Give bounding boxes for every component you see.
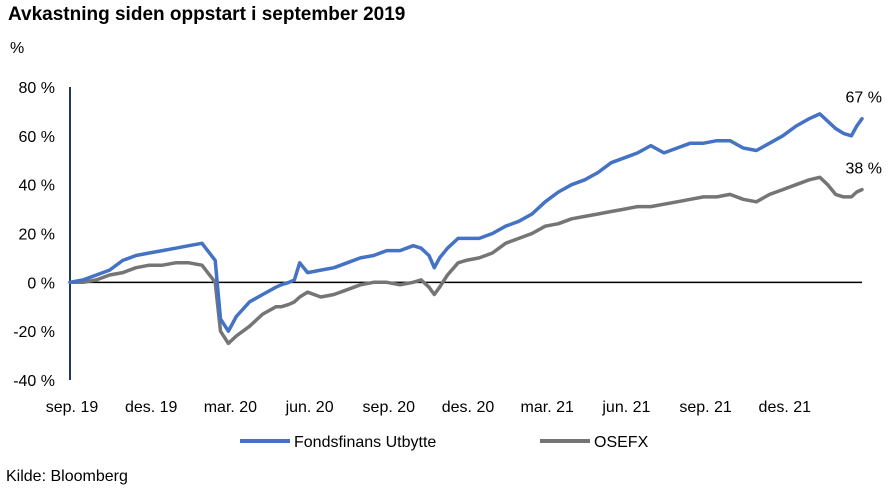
legend: Fondsfinans Utbytte OSEFX xyxy=(240,434,649,451)
end-value-label: 67 % xyxy=(846,90,882,107)
end-labels: 67 % 38 % xyxy=(846,90,882,178)
series-line xyxy=(68,175,864,346)
y-tick-label: 40 % xyxy=(19,178,55,195)
y-tick-label: 80 % xyxy=(19,80,55,97)
y-tick-label: 20 % xyxy=(19,227,55,244)
y-tick-label: 60 % xyxy=(19,129,55,146)
end-value-label: 38 % xyxy=(846,161,882,178)
x-tick-label: des. 19 xyxy=(125,399,178,416)
x-tick-label: des. 20 xyxy=(442,399,495,416)
x-tick-label: sep. 20 xyxy=(363,399,416,416)
x-tick-label: jun. 21 xyxy=(601,399,650,416)
x-axis: sep. 19 des. 19 mar. 20 jun. 20 sep. 20 des. … xyxy=(46,399,811,416)
chart-title: Avkastning siden oppstart i september 20… xyxy=(8,4,406,25)
x-tick-label: sep. 19 xyxy=(46,399,99,416)
x-tick-label: jun. 20 xyxy=(285,399,334,416)
series-line xyxy=(68,112,864,333)
source-note: Kilde: Bloomberg xyxy=(6,468,128,485)
legend-label: OSEFX xyxy=(594,434,649,451)
y-tick-label: 0 % xyxy=(27,275,55,292)
y-axis: 80 % 60 % 40 % 20 % 0 % -20 % -40 % xyxy=(13,80,862,390)
x-tick-label: des. 21 xyxy=(759,399,812,416)
y-tick-label: -40 % xyxy=(13,373,55,390)
x-tick-label: sep. 21 xyxy=(679,399,732,416)
x-tick-label: mar. 20 xyxy=(204,399,257,416)
legend-label: Fondsfinans Utbytte xyxy=(294,434,436,451)
x-tick-label: mar. 21 xyxy=(521,399,574,416)
y-axis-unit: % xyxy=(10,40,25,57)
series-lines xyxy=(68,112,864,346)
y-tick-label: -20 % xyxy=(13,324,55,341)
